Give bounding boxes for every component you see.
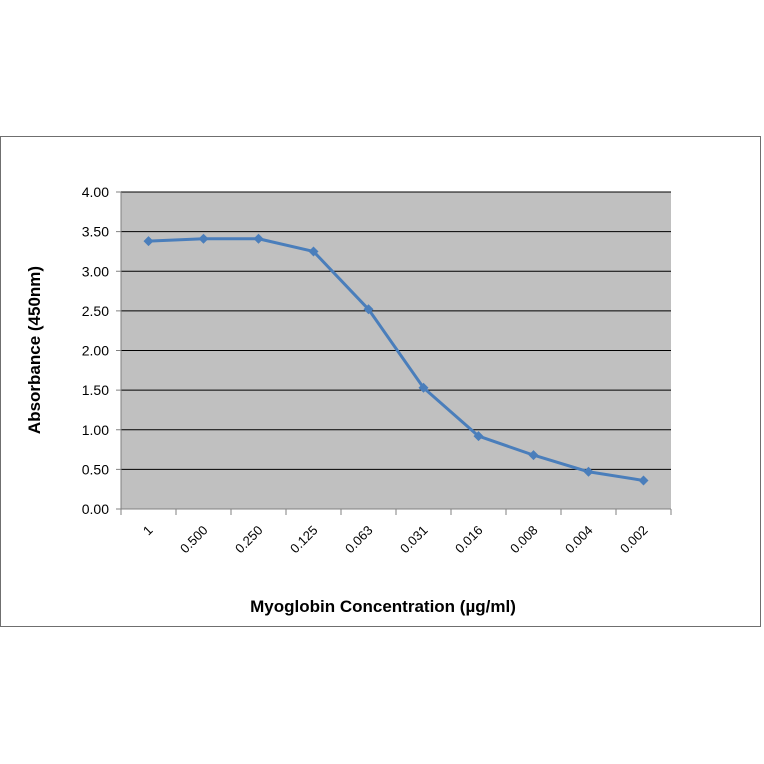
- y-tick-label: 1.50: [82, 382, 109, 398]
- x-axis-title: Myoglobin Concentration (µg/ml): [250, 597, 516, 616]
- y-tick-labels: 0.00 0.50 1.00 1.50 2.00 2.50 3.00 3.50 4.00: [82, 184, 109, 517]
- data-point-marker: [253, 233, 264, 244]
- y-tick-label: 2.50: [82, 303, 109, 319]
- y-axis-title: Absorbance (450nm): [25, 266, 44, 434]
- x-tick-label: 1: [140, 523, 156, 539]
- x-tick-label: 0.002: [617, 523, 651, 557]
- axes: [120, 192, 672, 515]
- x-tick-label: 0.004: [562, 523, 596, 557]
- x-tick-label: 0.031: [397, 523, 431, 557]
- x-tick-label: 0.250: [232, 523, 266, 557]
- y-tick-label: 3.00: [82, 263, 109, 279]
- y-tick-label: 3.50: [82, 224, 109, 240]
- series-group: [143, 233, 649, 486]
- y-tick-label: 0.00: [82, 501, 109, 517]
- data-point-marker: [583, 466, 594, 477]
- series-line: [148, 237, 644, 482]
- x-tick-label: 0.016: [452, 523, 486, 557]
- y-tick-label: 0.50: [82, 461, 109, 477]
- data-point-marker: [528, 450, 539, 461]
- x-tick-label: 0.008: [507, 523, 541, 557]
- data-point-marker: [638, 475, 649, 486]
- x-tick-labels: 1 0.500 0.250 0.125 0.063 0.031 0.016 0.008 0.00…: [140, 523, 651, 557]
- y-tick-label: 2.00: [82, 343, 109, 359]
- data-point-marker: [308, 246, 319, 257]
- x-tick-label: 0.500: [177, 523, 211, 557]
- data-point-marker: [143, 236, 154, 247]
- x-tick-label: 0.063: [342, 523, 376, 557]
- data-point-marker: [363, 304, 374, 315]
- x-tick-label: 0.125: [287, 523, 321, 557]
- y-tick-label: 4.00: [82, 184, 109, 200]
- data-point-marker: [473, 431, 484, 442]
- y-tick-label: 1.00: [82, 422, 109, 438]
- data-point-marker: [418, 382, 429, 393]
- data-point-marker: [198, 233, 209, 244]
